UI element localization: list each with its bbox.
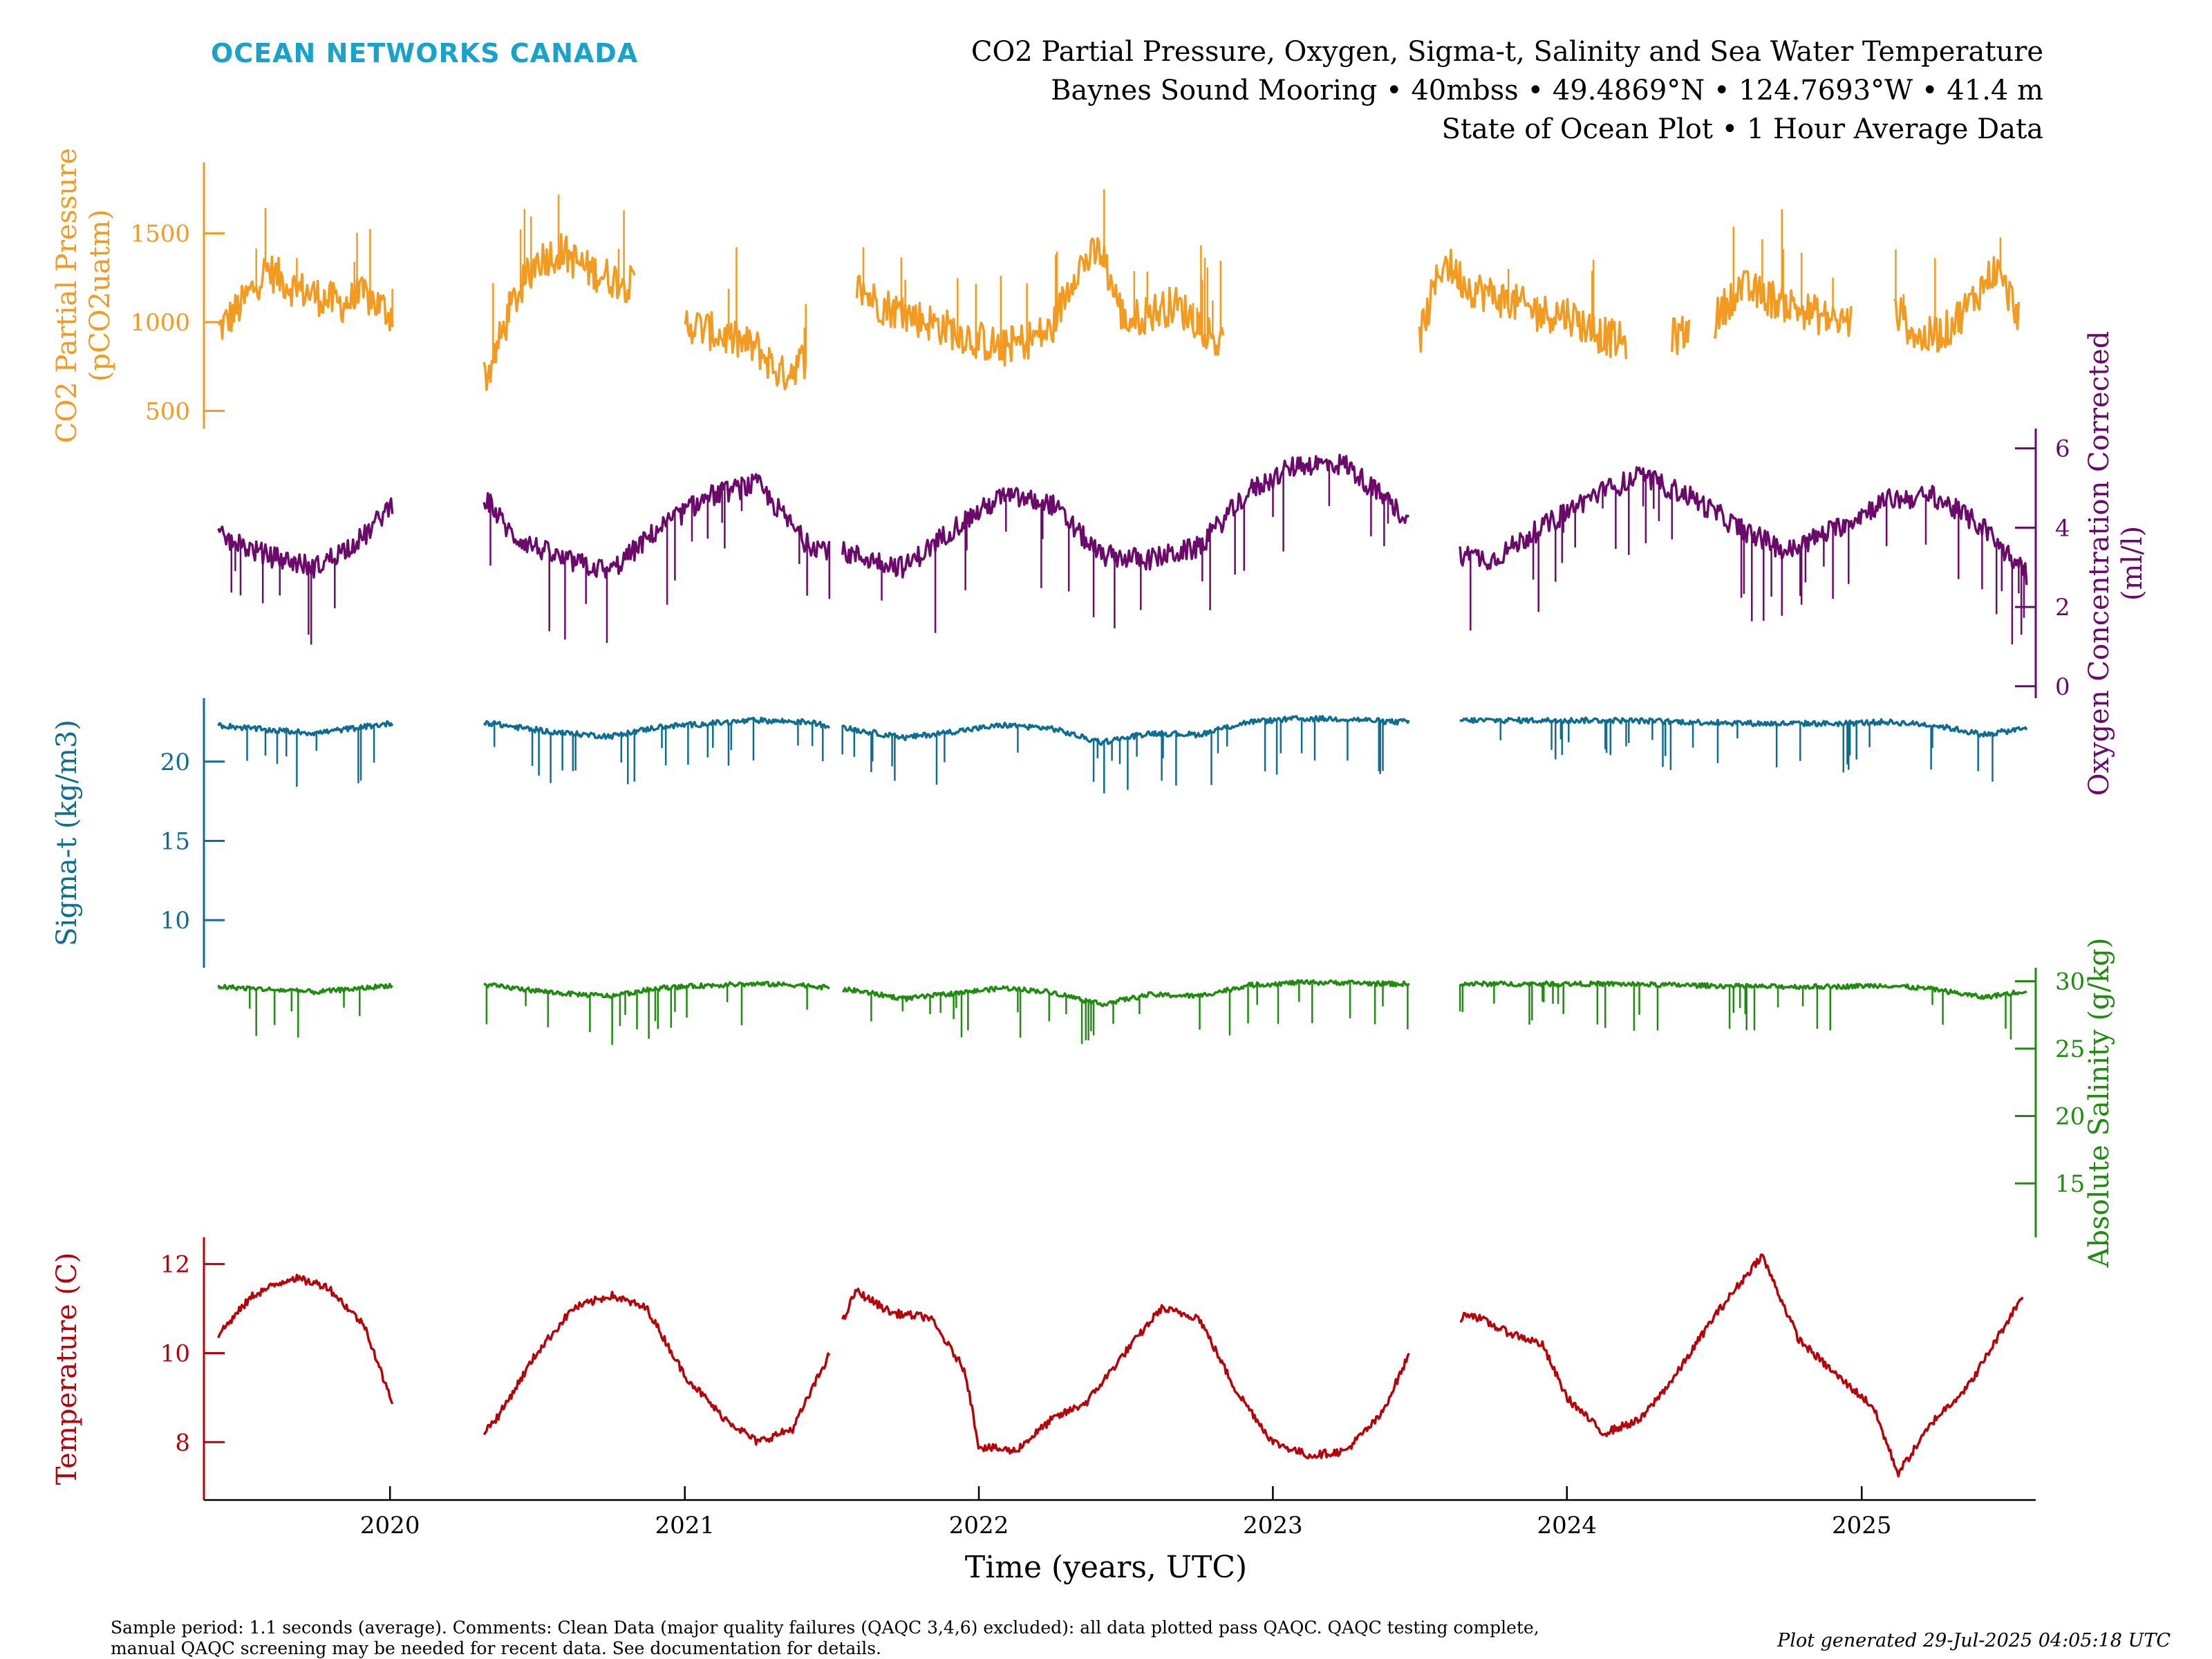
panel-sigma: 10 15 20 Sigma-t (kg/m3) [51,698,2028,968]
oxygen-axis-label-units: (ml/l) [2117,526,2148,601]
oxygen-tick-label: 0 [2055,673,2070,701]
sigma-axis-label: Sigma-t (kg/m3) [51,720,83,946]
sigma-tick-label: 20 [160,749,190,776]
temperature-series-line [217,1253,2024,1478]
chart-subtitle-type: State of Ocean Plot • 1 Hour Average Dat… [1441,113,2043,145]
onc-logo: OCEAN NETWORKS CANADA [211,38,639,68]
co2-axis-label-units: (pCO2uatm) [84,209,116,382]
oxygen-tick-label: 4 [2055,514,2070,542]
salinity-tick-label: 25 [2055,1035,2085,1063]
oxygen-spikes [230,460,2025,645]
chart-title: CO2 Partial Pressure, Oxygen, Sigma-t, S… [971,36,2043,68]
oxygen-tick-label: 6 [2055,435,2070,463]
chart-subtitle-location: Baynes Sound Mooring • 40mbss • 49.4869°… [1051,75,2043,106]
salinity-tick-label: 20 [2055,1103,2085,1131]
panel-oxygen: 0 2 4 6 Oxygen Concentration Corrected (ml/l) [217,331,2148,796]
salinity-tick-label: 30 [2055,968,2085,996]
co2-axis-label: CO2 Partial Pressure [51,148,83,443]
sigma-tick-label: 15 [160,827,190,855]
salinity-spikes [249,981,2012,1045]
panel-temperature: 8 10 12 Temperature (C) [51,1237,2024,1500]
salinity-axis-label: Absolute Salinity (g/kg) [2083,937,2115,1268]
x-tick-label: 2022 [949,1512,1009,1539]
panel-co2: 500 1000 1500 CO2 Partial Pressure (pCO2uatm… [51,148,2021,443]
oxygen-series-line [217,453,2028,585]
temperature-tick-label: 12 [160,1251,190,1279]
temperature-axis-label: Temperature (C) [51,1253,83,1485]
sigma-spikes [246,718,1994,794]
sigma-tick-label: 10 [160,907,190,935]
salinity-series-line [217,979,2027,1008]
oxygen-axis-label: Oxygen Concentration Corrected [2083,331,2115,796]
x-tick-label: 2025 [1832,1512,1892,1539]
x-tick-label: 2020 [360,1512,420,1539]
plot-generated-timestamp: Plot generated 29-Jul-2025 04:05:18 UTC [1777,1630,2171,1651]
co2-tick-label: 500 [145,397,190,425]
salinity-tick-label: 15 [2055,1170,2085,1198]
co2-series-line [218,233,2021,391]
x-tick-label: 2023 [1243,1512,1303,1539]
x-tick-label: 2021 [655,1512,715,1539]
temperature-tick-label: 8 [175,1429,190,1456]
sigma-series-line [217,715,2028,746]
footer-comments: Sample period: 1.1 seconds (average). Co… [111,1618,1770,1659]
footer-comment-line2: manual QAQC screening may be needed for … [111,1638,881,1658]
x-tick-label: 2024 [1537,1512,1597,1539]
oxygen-tick-label: 2 [2055,594,2070,621]
footer-comment-line1: Sample period: 1.1 seconds (average). Co… [111,1618,1539,1638]
co2-tick-label: 1500 [130,221,190,248]
co2-tick-label: 1000 [130,309,190,337]
x-axis-label: Time (years, UTC) [965,1550,1247,1585]
temperature-tick-label: 10 [160,1340,190,1367]
